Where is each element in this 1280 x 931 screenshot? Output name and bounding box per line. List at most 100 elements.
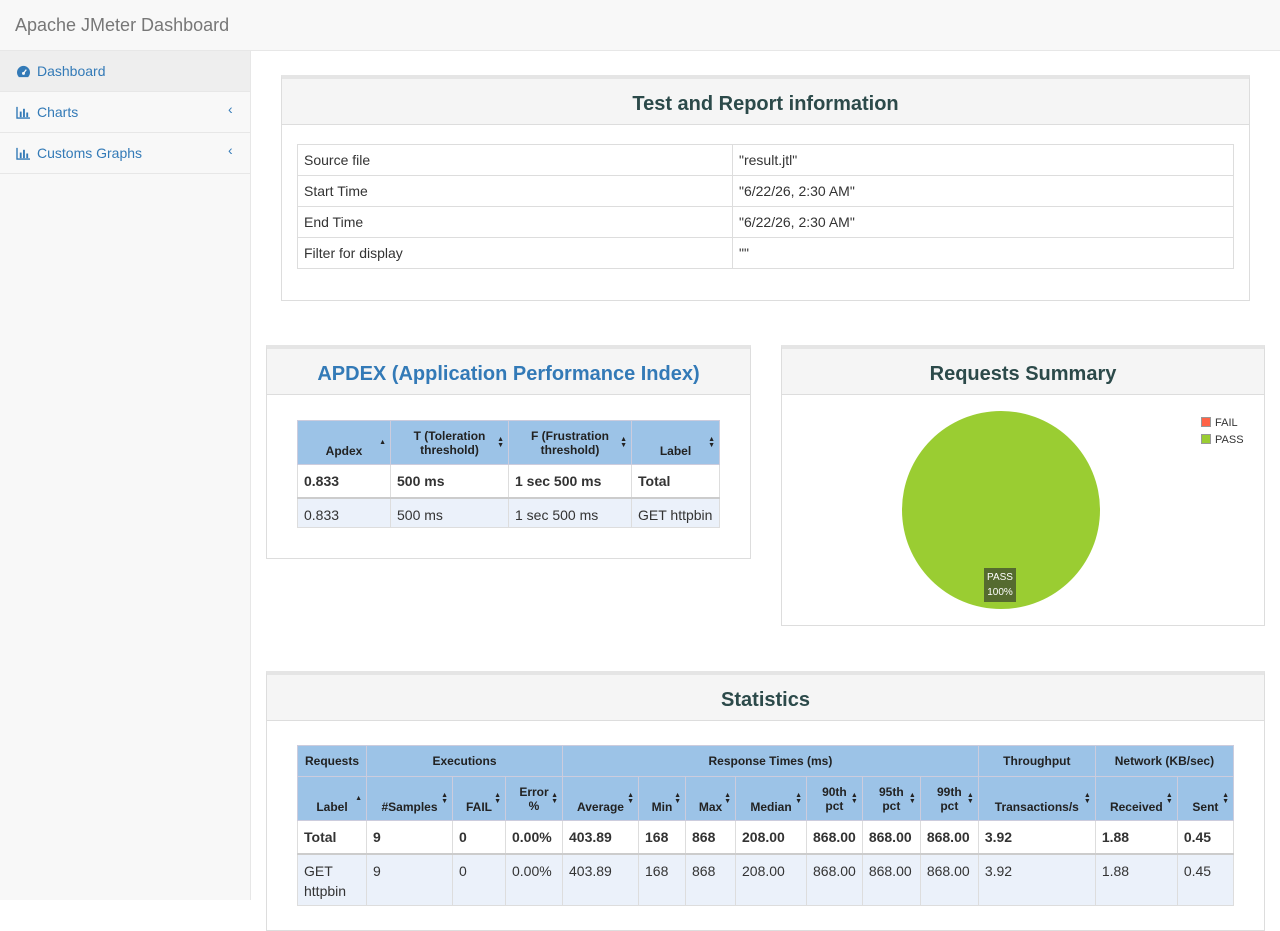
pie-slice-pass[interactable] xyxy=(902,411,1100,609)
cell: 3.92 xyxy=(977,820,1096,855)
info-key: End Time xyxy=(297,206,733,238)
column-header[interactable]: Average ▲ ▼ xyxy=(562,776,639,821)
column-header-label: 95th pct xyxy=(878,784,904,813)
sidebar-item-dashboard[interactable]: Dashboard xyxy=(0,51,250,92)
sidebar: Dashboard Charts ‹ Customs Graphs ‹ xyxy=(0,51,251,900)
column-header-label: Average xyxy=(577,800,624,814)
bar-chart-icon xyxy=(16,106,30,119)
cell: 1.88 xyxy=(1094,820,1178,855)
sidebar-item-label: Dashboard xyxy=(37,63,106,79)
slice-label-bg xyxy=(984,568,1016,602)
cell: GET httpbin xyxy=(297,853,367,906)
legend-swatch xyxy=(1201,434,1211,444)
sidebar-item-customs-graphs[interactable]: Customs Graphs ‹ xyxy=(0,133,250,174)
column-header[interactable]: FAIL ▲ ▼ xyxy=(452,776,506,821)
table-row: Source file "result.jtl" xyxy=(297,144,1234,176)
cell: 208.00 xyxy=(735,853,807,906)
sort-icon: ▲ ▼ xyxy=(494,791,501,805)
apdex-panel: APDEX (Application Performance Index) Ap… xyxy=(266,345,751,559)
cell: 868.00 xyxy=(806,853,863,906)
group-header-row: Requests Executions Response Times (ms) … xyxy=(297,745,1235,777)
cell: 0.833 xyxy=(297,497,391,528)
slice-label: PASS xyxy=(987,572,1013,583)
cell: Total xyxy=(297,820,367,855)
apdex-panel-title[interactable]: APDEX (Application Performance Index) xyxy=(267,349,750,395)
chevron-left-icon[interactable]: ‹ xyxy=(228,101,233,117)
statistics-title: Statistics xyxy=(267,675,1264,721)
cell: 208.00 xyxy=(735,820,807,855)
cell: 3.92 xyxy=(977,853,1096,906)
group-header-network: Network (KB/sec) xyxy=(1094,745,1235,777)
column-header[interactable]: Label ▲ xyxy=(297,776,367,821)
column-header[interactable]: Sent ▲ ▼ xyxy=(1176,776,1235,821)
sort-icon: ▲ ▼ xyxy=(497,435,504,449)
info-value: "6/22/26, 2:30 AM" xyxy=(732,175,1234,207)
column-header-label: Label xyxy=(316,800,348,814)
legend-label: FAIL xyxy=(1215,417,1238,429)
column-header-label[interactable]: Label ▲ ▼ xyxy=(631,420,720,465)
cell: 9 xyxy=(366,853,453,906)
legend-item-pass[interactable]: PASS xyxy=(1201,434,1244,446)
column-header-label: Max xyxy=(698,800,723,814)
cell: 868 xyxy=(685,853,736,906)
column-header[interactable]: 95th pct ▲ ▼ xyxy=(861,776,921,821)
sort-icon: ▲ ▼ xyxy=(551,791,558,805)
column-header[interactable]: Error % ▲ ▼ xyxy=(505,776,563,821)
column-header-label: FAIL xyxy=(466,800,492,814)
app-title[interactable]: Apache JMeter Dashboard xyxy=(15,15,230,35)
cell: 9 xyxy=(366,820,453,855)
cell: 168 xyxy=(638,853,686,906)
table-row: Start Time "6/22/26, 2:30 AM" xyxy=(297,175,1234,207)
info-panel-title: Test and Report information xyxy=(282,79,1249,125)
cell: 403.89 xyxy=(562,820,639,855)
column-header-label: Received xyxy=(1109,800,1163,814)
column-header-label: T (Toleration threshold) xyxy=(413,428,486,457)
legend-item-fail[interactable]: FAIL xyxy=(1201,417,1244,434)
sort-icon: ▲ ▼ xyxy=(724,791,731,805)
column-header[interactable]: Median ▲ ▼ xyxy=(735,776,807,821)
column-header-label: Label xyxy=(659,444,692,458)
sort-icon: ▲ ▼ xyxy=(1165,791,1173,805)
cell: 500 ms xyxy=(390,497,509,528)
sort-icon: ▲ ▼ xyxy=(674,791,681,805)
column-header[interactable]: Min ▲ ▼ xyxy=(638,776,686,821)
cell: 168 xyxy=(638,820,686,855)
column-header[interactable]: 90th pct ▲ ▼ xyxy=(806,776,863,821)
column-header-toleration[interactable]: T (Toleration threshold) ▲ ▼ xyxy=(390,420,509,465)
sort-icon: ▲ ▼ xyxy=(441,791,448,805)
sort-icon: ▲ ▼ xyxy=(850,791,858,805)
chevron-left-icon[interactable]: ‹ xyxy=(228,142,233,158)
dashboard-icon xyxy=(17,65,30,78)
info-value: "" xyxy=(732,237,1234,269)
cell: 0 xyxy=(452,820,506,855)
column-header-label: Error % xyxy=(519,784,549,813)
column-header[interactable]: Transactions/s ▲ ▼ xyxy=(977,776,1096,821)
cell: 0 xyxy=(452,853,506,906)
column-header[interactable]: 99th pct ▲ ▼ xyxy=(919,776,979,821)
column-header-label: Min xyxy=(651,800,673,814)
sort-icon: ▲ ▼ xyxy=(620,435,627,449)
sidebar-item-charts[interactable]: Charts ‹ xyxy=(0,92,250,133)
info-key: Source file xyxy=(297,144,733,176)
column-header-apdex[interactable]: Apdex ▲ xyxy=(297,420,391,465)
column-header[interactable]: Received ▲ ▼ xyxy=(1094,776,1178,821)
group-header-response-times: Response Times (ms) xyxy=(562,745,979,777)
requests-summary-pie: PASS 100% xyxy=(902,411,1100,609)
column-header[interactable]: #Samples ▲ ▼ xyxy=(366,776,453,821)
top-navbar: Apache JMeter Dashboard xyxy=(0,0,1280,51)
cell: 0.833 xyxy=(297,464,391,499)
column-header-label: Sent xyxy=(1192,800,1219,814)
cell: 1.88 xyxy=(1094,853,1178,906)
sidebar-item-label: Customs Graphs xyxy=(37,145,143,161)
column-header[interactable]: Max ▲ ▼ xyxy=(685,776,736,821)
group-header-throughput: Throughput xyxy=(977,745,1096,777)
info-key: Start Time xyxy=(297,175,733,207)
cell: 0.45 xyxy=(1176,853,1235,906)
cell: 868.00 xyxy=(861,853,921,906)
column-header-frustration[interactable]: F (Frustration threshold) ▲ ▼ xyxy=(508,420,632,465)
cell: 868.00 xyxy=(861,820,921,855)
info-value: "6/22/26, 2:30 AM" xyxy=(732,206,1234,238)
sort-icon: ▲ ▼ xyxy=(1222,791,1229,805)
requests-summary-title: Requests Summary xyxy=(782,349,1264,395)
cell: 0.00% xyxy=(505,853,563,906)
